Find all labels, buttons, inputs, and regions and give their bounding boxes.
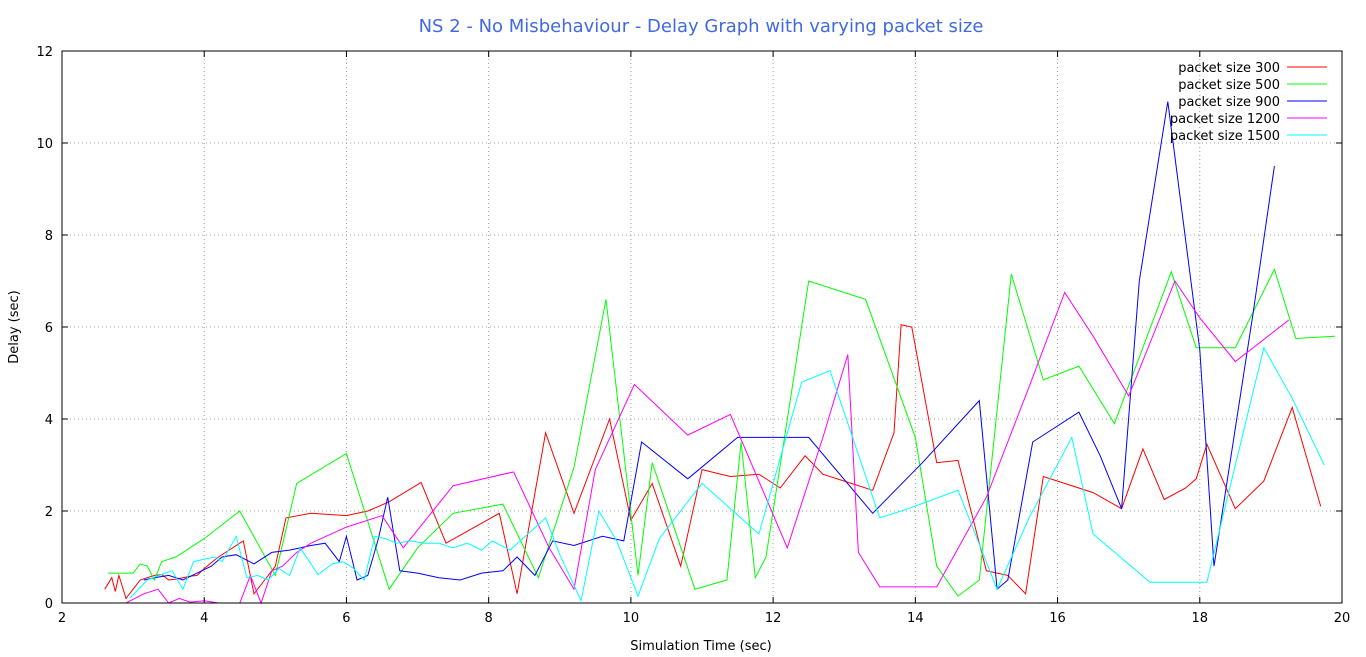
y-axis-label: Delay (sec) [7, 290, 22, 363]
legend-label: packet size 1500 [1170, 129, 1280, 144]
x-tick-label: 18 [1192, 611, 1209, 626]
x-tick-label: 14 [907, 611, 924, 626]
x-tick-label: 8 [485, 611, 493, 626]
legend-label: packet size 300 [1178, 61, 1280, 76]
grid-lines [62, 51, 1342, 603]
x-tick-label: 10 [623, 611, 640, 626]
x-tick-label: 4 [200, 611, 208, 626]
series-lines [104, 101, 1335, 605]
chart-title: NS 2 - No Misbehaviour - Delay Graph wit… [419, 16, 984, 37]
legend-label: packet size 900 [1178, 95, 1280, 110]
y-tick-label: 2 [45, 505, 53, 520]
legend: packet size 300 packet size 500 packet siz… [1170, 61, 1327, 144]
y-tick-label: 0 [45, 597, 53, 612]
series-line-0 [104, 324, 1322, 600]
y-tick-label: 8 [45, 229, 53, 244]
series-line-1 [108, 268, 1335, 597]
legend-label: packet size 1200 [1170, 112, 1280, 127]
x-axis-label: Simulation Time (sec) [630, 639, 771, 654]
x-tick-label: 20 [1334, 611, 1351, 626]
x-tick-label: 6 [342, 611, 350, 626]
series-line-3 [125, 279, 1290, 605]
y-tick-label: 10 [36, 137, 53, 152]
x-tick-label: 16 [1049, 611, 1066, 626]
series-line-4 [129, 346, 1325, 603]
y-tick-label: 4 [45, 413, 53, 428]
y-tick-label: 6 [45, 321, 53, 336]
x-tick-label: 12 [765, 611, 782, 626]
x-tick-label: 2 [58, 611, 66, 626]
y-tick-label: 12 [36, 45, 53, 60]
legend-label: packet size 500 [1178, 78, 1280, 93]
series-line-2 [143, 101, 1275, 591]
